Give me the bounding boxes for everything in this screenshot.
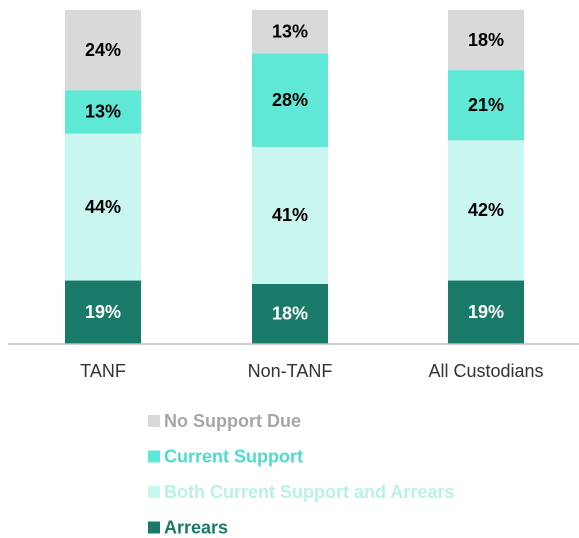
legend-label: Arrears: [164, 517, 228, 537]
data-label: 41%: [272, 205, 308, 225]
data-label: 13%: [85, 102, 121, 122]
bar-segment: [252, 146, 328, 284]
data-label: 18%: [468, 30, 504, 50]
legend-swatch: [148, 415, 160, 427]
bar-segment: [252, 53, 328, 147]
legend-swatch: [148, 521, 160, 534]
data-label: 24%: [85, 40, 121, 60]
data-label: 42%: [468, 200, 504, 220]
data-label: 28%: [272, 90, 308, 110]
bar-segment: [448, 140, 524, 281]
bar-segment: [65, 90, 141, 134]
data-label: 19%: [468, 302, 504, 322]
x-tick-label: Non-TANF: [248, 361, 333, 381]
bar-segment: [448, 10, 524, 71]
x-tick-label: All Custodians: [428, 361, 543, 381]
data-label: 44%: [85, 197, 121, 217]
bar-segment: [65, 280, 141, 344]
data-label: 21%: [468, 95, 504, 115]
legend-label: No Support Due: [164, 411, 301, 431]
x-tick-label: TANF: [80, 361, 126, 381]
bar-segment: [252, 10, 328, 54]
data-label: 19%: [85, 302, 121, 322]
bar-segment: [65, 10, 141, 91]
legend-swatch: [148, 486, 160, 498]
legend-swatch: [148, 450, 160, 463]
data-label: 13%: [272, 21, 308, 41]
legend-label: Current Support: [164, 446, 303, 466]
bar-segment: [65, 133, 141, 281]
bar-segment: [252, 283, 328, 344]
legend-label: Both Current Support and Arrears: [164, 482, 454, 502]
bar-segment: [448, 280, 524, 344]
data-label: 18%: [272, 304, 308, 324]
bar-segment: [448, 70, 524, 141]
